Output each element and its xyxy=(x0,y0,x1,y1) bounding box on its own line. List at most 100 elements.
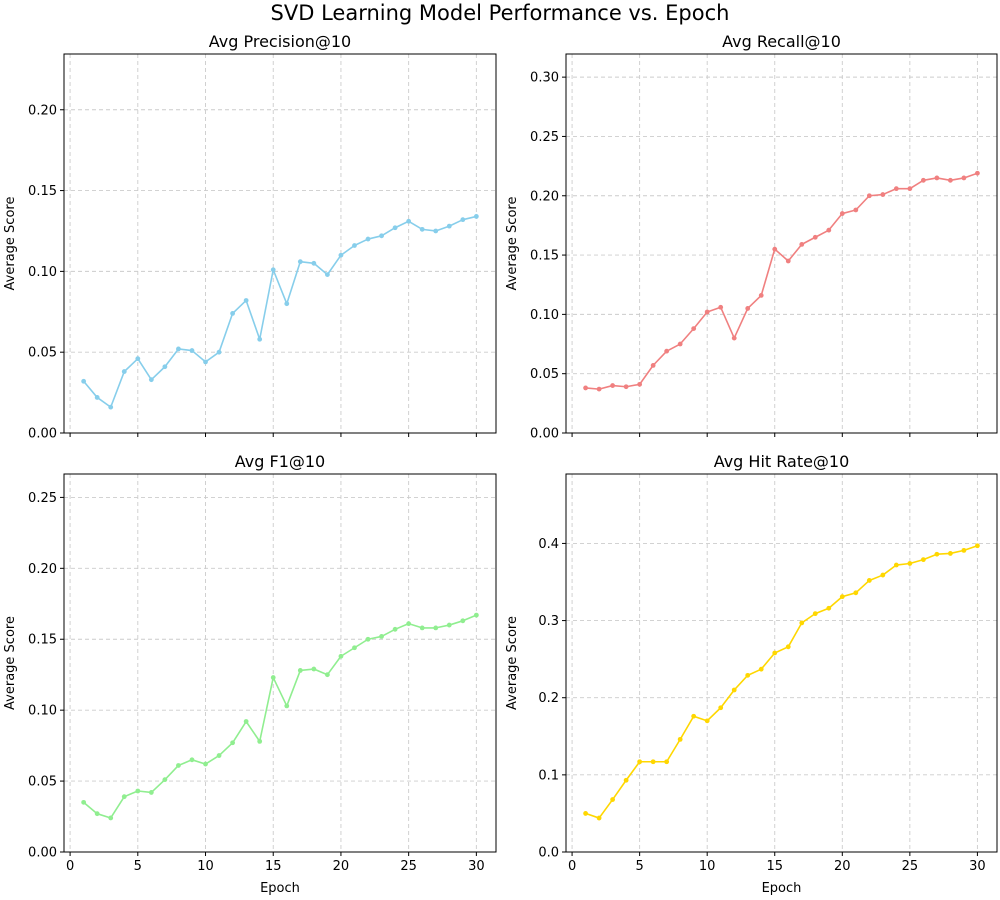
data-point-hit-rate xyxy=(731,687,737,693)
data-point-recall xyxy=(853,207,859,213)
data-point-recall xyxy=(583,385,588,391)
x-tick-label: 20 xyxy=(333,859,350,874)
data-point-precision xyxy=(446,223,452,229)
data-point-f1 xyxy=(94,811,100,817)
data-point-hit-rate xyxy=(785,644,791,650)
data-point-f1 xyxy=(352,645,357,651)
x-axis-label: Epoch xyxy=(762,881,802,896)
axes-frame xyxy=(565,473,998,853)
y-tick-label: 0.10 xyxy=(530,308,559,323)
data-point-hit-rate xyxy=(772,650,778,656)
data-point-recall xyxy=(610,383,616,388)
axes-frame xyxy=(63,473,497,853)
y-tick-label: 0.00 xyxy=(530,427,559,442)
data-point-hit-rate xyxy=(664,759,670,765)
data-point-recall xyxy=(975,170,980,176)
data-point-f1 xyxy=(189,757,195,763)
data-point-recall xyxy=(799,241,805,247)
y-tick-label: 0.1 xyxy=(538,768,559,783)
data-point-recall xyxy=(677,341,683,347)
data-point-hit-rate xyxy=(866,578,872,583)
data-point-precision xyxy=(162,364,168,370)
data-point-precision xyxy=(392,225,398,231)
data-point-f1 xyxy=(121,794,127,800)
axes-frame xyxy=(565,53,998,434)
subplot-recall: 0.00 0.05 0.10 0.15 0.20 0.25 0.30 Avg Recall@1… xyxy=(505,32,998,442)
x-tick-label: 30 xyxy=(969,859,986,874)
data-point-recall xyxy=(961,175,967,181)
data-point-precision xyxy=(176,346,181,352)
subplot-title-f1: Avg F1@10 xyxy=(235,452,325,471)
x-tick-label: 5 xyxy=(635,859,643,874)
data-point-hit-rate xyxy=(975,543,980,549)
data-point-hit-rate xyxy=(596,815,602,821)
x-tick-label: 10 xyxy=(197,859,214,874)
data-point-precision xyxy=(352,243,357,248)
data-point-precision xyxy=(473,214,479,219)
y-tick-label: 0.05 xyxy=(28,346,57,361)
data-point-f1 xyxy=(365,636,371,642)
data-point-recall xyxy=(731,335,737,341)
data-point-f1 xyxy=(162,777,168,783)
data-point-precision xyxy=(338,252,344,258)
y-axis-label: Average Score xyxy=(3,616,18,710)
subplot-title-recall: Avg Recall@10 xyxy=(722,32,841,51)
data-point-recall xyxy=(664,348,670,354)
data-point-hit-rate xyxy=(745,672,751,678)
data-point-hit-rate xyxy=(799,620,805,626)
x-tick-label: 0 xyxy=(66,859,74,874)
data-point-hit-rate xyxy=(677,736,683,742)
data-point-hit-rate xyxy=(853,590,859,596)
data-point-f1 xyxy=(284,703,290,709)
data-point-hit-rate xyxy=(893,562,899,568)
data-point-hit-rate xyxy=(920,557,926,563)
x-axis-label: Epoch xyxy=(260,881,300,896)
y-axis-label: Average Score xyxy=(505,197,520,291)
y-tick-label: 0.20 xyxy=(28,562,57,577)
x-tick-label: 5 xyxy=(134,859,142,874)
data-point-hit-rate xyxy=(880,572,886,578)
data-point-hit-rate xyxy=(839,594,845,600)
data-point-f1 xyxy=(230,740,236,746)
data-point-recall xyxy=(934,175,940,181)
data-point-recall xyxy=(812,234,818,240)
data-point-hit-rate xyxy=(718,705,724,711)
data-point-precision xyxy=(230,311,236,316)
data-point-recall xyxy=(866,193,872,199)
y-tick-label: 0.20 xyxy=(530,189,559,204)
data-point-recall xyxy=(745,306,751,311)
data-point-f1 xyxy=(338,653,344,659)
data-point-f1 xyxy=(243,719,249,724)
data-point-precision xyxy=(243,298,249,303)
data-point-f1 xyxy=(324,672,330,678)
y-tick-label: 0.2 xyxy=(538,691,559,706)
data-point-recall xyxy=(893,186,899,192)
x-tick-label: 20 xyxy=(834,859,851,874)
data-point-f1 xyxy=(311,666,317,672)
data-point-f1 xyxy=(176,763,181,768)
data-point-hit-rate xyxy=(650,759,656,765)
data-point-f1 xyxy=(446,622,452,628)
data-point-f1 xyxy=(460,618,466,624)
y-axis-label: Average Score xyxy=(3,197,18,291)
data-point-precision xyxy=(94,395,100,400)
data-point-f1 xyxy=(473,612,479,618)
data-point-precision xyxy=(419,226,425,232)
data-point-hit-rate xyxy=(961,547,967,553)
data-point-precision xyxy=(257,336,263,342)
data-point-hit-rate xyxy=(907,561,913,566)
data-point-recall xyxy=(650,362,656,368)
x-tick-label: 15 xyxy=(766,859,783,874)
y-tick-label: 0.3 xyxy=(538,614,559,629)
y-tick-label: 0.15 xyxy=(28,184,57,199)
data-point-precision xyxy=(81,378,87,384)
data-point-f1 xyxy=(270,675,276,680)
data-point-precision xyxy=(108,404,114,410)
data-point-hit-rate xyxy=(758,666,764,672)
data-point-hit-rate xyxy=(947,551,953,556)
series-line-precision xyxy=(83,215,477,408)
subplot-title-hit-rate: Avg Hit Rate@10 xyxy=(714,452,850,471)
